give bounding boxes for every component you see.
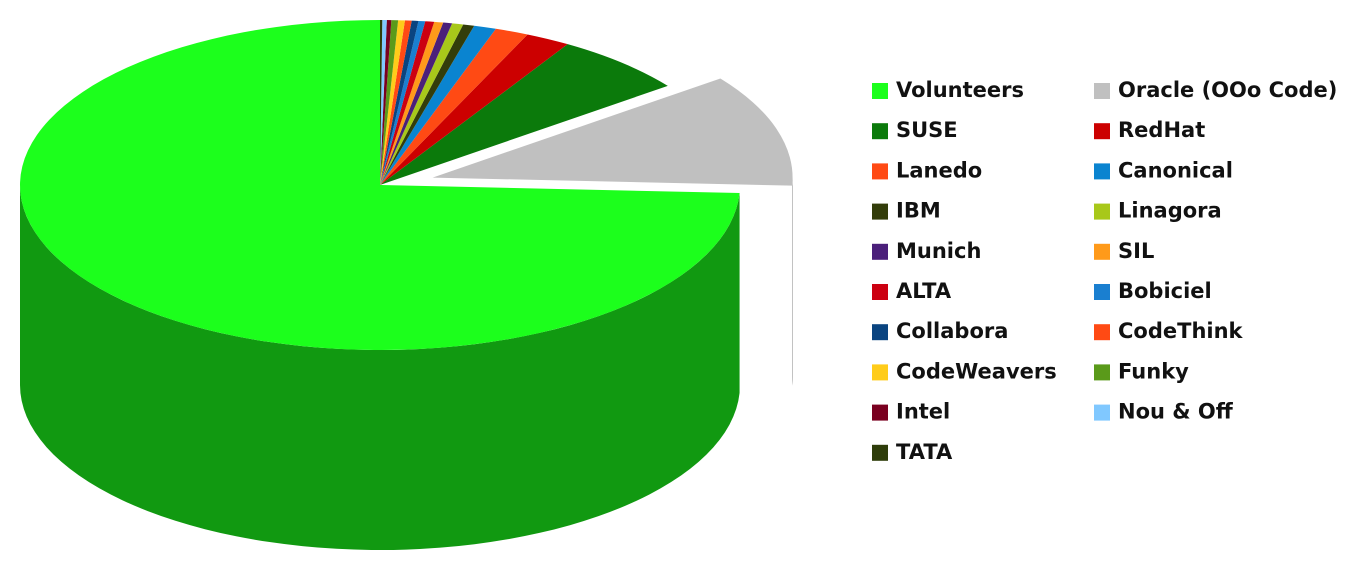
slice xyxy=(380,20,383,185)
legend-label: Bobiciel xyxy=(1118,279,1212,303)
slice xyxy=(380,20,405,186)
legend-label: Collabora xyxy=(896,319,1008,343)
legend-swatch xyxy=(872,284,888,300)
legend-swatch xyxy=(1094,284,1110,300)
slice xyxy=(380,34,568,185)
slice xyxy=(380,28,528,186)
legend-swatch xyxy=(872,364,888,381)
slice xyxy=(19,20,740,350)
slice xyxy=(380,44,668,186)
slice xyxy=(380,20,387,185)
slice xyxy=(432,78,793,186)
slice xyxy=(380,21,435,186)
legend-label: Intel xyxy=(896,400,950,424)
legend-swatch xyxy=(872,404,888,421)
legend-label: RedHat xyxy=(1118,118,1205,142)
legend-swatch xyxy=(872,324,888,341)
slice xyxy=(380,24,475,185)
legend-swatch xyxy=(872,243,888,260)
legend-swatch xyxy=(1094,364,1110,381)
legend-label: CodeWeavers xyxy=(896,359,1057,383)
legend-label: Funky xyxy=(1118,359,1189,383)
slice xyxy=(380,25,496,185)
slice xyxy=(380,20,392,186)
legend-label: CodeThink xyxy=(1118,319,1244,343)
legend-label: TATA xyxy=(896,440,953,464)
legend-label: Volunteers xyxy=(896,78,1024,102)
legend-label: Linagora xyxy=(1118,199,1222,223)
legend-swatch xyxy=(1094,83,1110,99)
legend-label: Lanedo xyxy=(896,158,982,182)
legend-label: Canonical xyxy=(1118,158,1233,182)
legend-label: Oracle (OOo Code) xyxy=(1118,78,1337,102)
legend-swatch xyxy=(872,123,888,140)
legend-swatch xyxy=(1094,123,1110,140)
slice xyxy=(380,20,412,186)
slice xyxy=(380,23,464,185)
slice xyxy=(380,20,419,185)
slice xyxy=(380,22,453,185)
legend-swatch xyxy=(872,444,888,461)
legend-swatch xyxy=(872,163,888,180)
legend-swatch xyxy=(1094,243,1110,260)
slice xyxy=(380,20,399,185)
legend-swatch xyxy=(1094,404,1110,421)
legend-label: SUSE xyxy=(896,118,958,142)
legend-swatch xyxy=(1094,163,1110,180)
legend-swatch xyxy=(1094,324,1110,341)
legend-label: SIL xyxy=(1118,239,1154,263)
legend-swatch xyxy=(1094,203,1110,220)
slice xyxy=(380,20,426,186)
slice xyxy=(380,21,444,185)
legend-label: Munich xyxy=(896,239,981,263)
legend-swatch xyxy=(872,203,888,220)
slice-side xyxy=(20,185,740,550)
legend-label: ALTA xyxy=(896,279,952,303)
legend-label: Nou & Off xyxy=(1118,400,1234,424)
legend-label: IBM xyxy=(896,199,941,223)
legend-swatch xyxy=(872,83,888,99)
